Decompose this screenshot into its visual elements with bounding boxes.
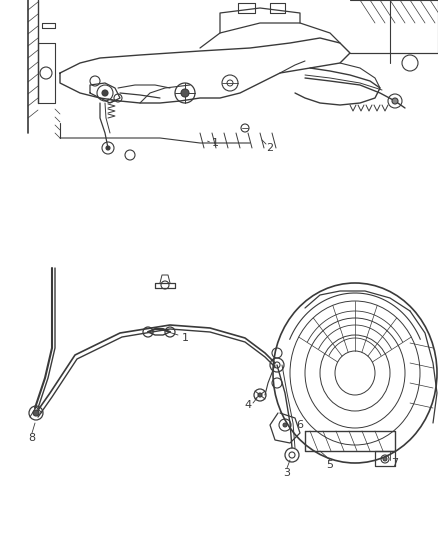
Text: 3: 3 — [283, 468, 290, 478]
Text: 8: 8 — [28, 433, 35, 443]
Text: 1: 1 — [181, 333, 188, 343]
Circle shape — [383, 457, 387, 461]
Circle shape — [258, 393, 262, 397]
Circle shape — [102, 90, 108, 96]
Circle shape — [33, 410, 39, 416]
Text: 2: 2 — [266, 143, 274, 153]
Text: 1: 1 — [212, 138, 219, 148]
Circle shape — [181, 89, 189, 97]
Text: 6: 6 — [297, 420, 304, 430]
Circle shape — [106, 146, 110, 150]
Circle shape — [392, 98, 398, 104]
Circle shape — [283, 423, 287, 427]
Text: 4: 4 — [244, 400, 251, 410]
Text: 7: 7 — [392, 458, 399, 468]
Text: 5: 5 — [326, 460, 333, 470]
